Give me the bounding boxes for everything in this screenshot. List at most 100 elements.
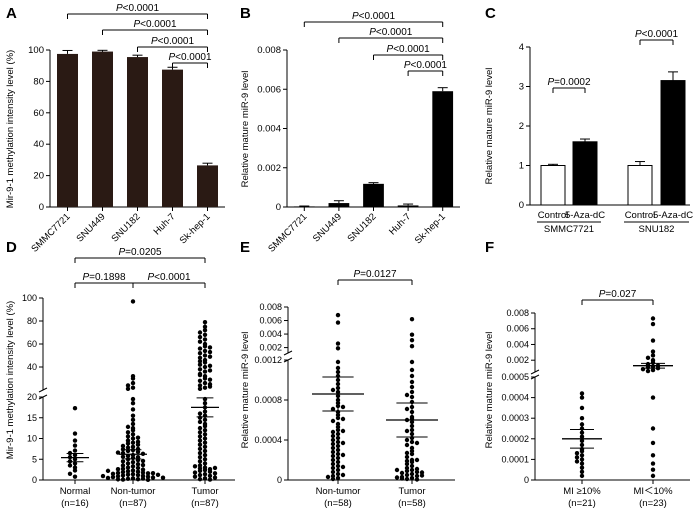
data-point-D-Tumor	[197, 430, 203, 435]
data-point-E-Tumor	[414, 473, 420, 479]
data-point-D-Tumor	[202, 436, 208, 441]
data-point-D-Tumor	[202, 369, 208, 374]
y-tick-label-D: 60	[27, 339, 37, 349]
x-tick-label-A: Sk-hep-1	[178, 211, 213, 246]
data-point-D-Non-tumor	[130, 421, 136, 427]
y-tick-label-D: 80	[27, 316, 37, 326]
data-point-E-Non-tumor	[330, 441, 336, 447]
data-point-E-Non-tumor	[330, 465, 336, 471]
data-point-D-Non-tumor	[130, 471, 136, 477]
data-point-E-Tumor	[404, 406, 410, 412]
y-tick-label-E: 0.002	[259, 343, 282, 353]
data-point-D-Tumor	[202, 471, 208, 477]
data-point-D-Non-tumor	[130, 432, 136, 437]
data-point-D-Non-tumor	[120, 447, 126, 452]
data-point-E-Non-tumor	[335, 346, 341, 351]
data-point-D-Non-tumor	[140, 476, 146, 481]
data-point-F-MI＜10%	[650, 426, 656, 431]
axis-break-E	[283, 350, 293, 356]
data-point-D-Tumor	[202, 376, 208, 381]
group-label-C: SMMC7721	[544, 224, 594, 235]
comparison-C-0-label: P=0.0002	[547, 77, 591, 88]
data-point-F-MI ≥10%	[579, 416, 585, 421]
data-point-D-Non-tumor	[130, 407, 136, 412]
y-tick-label-A: 20	[33, 171, 44, 182]
x-tick-label-D: Tumor	[191, 486, 218, 497]
data-point-E-Tumor	[394, 475, 400, 480]
data-point-E-Non-tumor	[340, 464, 346, 470]
data-point-D-Tumor	[202, 432, 208, 437]
data-point-D-Tumor	[202, 364, 208, 370]
data-point-D-Tumor	[202, 360, 208, 365]
data-point-F-MI ≥10%	[574, 459, 580, 464]
data-point-D-Tumor	[197, 355, 203, 360]
data-point-F-MI ≥10%	[579, 461, 585, 466]
data-point-D-Normal	[72, 461, 78, 466]
data-point-D-Tumor	[202, 344, 208, 349]
data-point-D-Tumor	[197, 450, 203, 456]
group-n-label-D: (n=87)	[191, 498, 219, 509]
data-point-D-Non-tumor	[130, 459, 136, 465]
data-point-D-Tumor	[197, 378, 203, 383]
data-point-F-MI＜10%	[650, 453, 656, 458]
data-point-E-Tumor	[399, 476, 405, 481]
data-point-D-Non-tumor	[115, 470, 121, 476]
y-tick-label-A: 40	[33, 139, 44, 150]
data-point-D-Normal	[72, 468, 78, 473]
data-point-F-MI＜10%	[650, 467, 656, 472]
bar-B-SNU182	[363, 183, 384, 207]
data-point-D-Non-tumor	[130, 464, 136, 469]
data-point-E-Tumor	[409, 344, 415, 349]
data-point-E-Tumor	[409, 337, 415, 343]
data-point-D-Non-tumor	[135, 439, 141, 445]
data-point-E-Non-tumor	[335, 369, 341, 375]
x-tick-label-B: SNU182	[345, 211, 378, 244]
data-point-D-Tumor	[212, 471, 218, 476]
x-tick-label-C: Control	[538, 210, 569, 221]
data-point-E-Non-tumor	[335, 359, 341, 365]
data-point-F-MI ≥10%	[574, 451, 580, 456]
y-tick-label-D: 0	[32, 475, 37, 485]
comparison-A-3-label: P<0.0001	[168, 52, 212, 63]
data-point-E-Non-tumor	[335, 459, 341, 465]
y-tick-label-B: 0.008	[257, 45, 281, 56]
data-point-F-MI＜10%	[650, 316, 656, 321]
data-point-D-Tumor	[207, 473, 213, 479]
data-point-D-Non-tumor	[130, 440, 136, 445]
data-point-D-Tumor	[197, 434, 203, 439]
data-point-D-Tumor	[197, 438, 203, 443]
data-point-D-Tumor	[202, 353, 208, 358]
bar-C-SMMC7721-5-Aza-dC	[572, 141, 598, 206]
data-point-E-Non-tumor	[330, 433, 336, 439]
data-point-D-Tumor	[197, 476, 203, 482]
data-point-D-Non-tumor	[125, 469, 131, 474]
data-point-F-MI ≥10%	[579, 422, 585, 427]
data-point-D-Non-tumor	[120, 459, 126, 464]
data-point-E-Tumor	[404, 472, 410, 478]
y-tick-label-C: 4	[519, 42, 524, 53]
data-point-E-Tumor	[404, 458, 410, 464]
data-point-D-Non-tumor	[130, 396, 136, 402]
data-point-E-Tumor	[409, 475, 415, 481]
bar-C-SNU182-5-Aza-dC	[660, 80, 686, 206]
comparison-B-2-label: P<0.0001	[387, 44, 431, 55]
data-point-D-Tumor	[202, 348, 208, 354]
bar-B-Huh-7	[397, 205, 419, 207]
data-point-D-Non-tumor	[135, 476, 141, 482]
data-point-D-Non-tumor	[125, 424, 131, 430]
data-point-D-Tumor	[202, 337, 208, 342]
y-tick-label-E: 0.006	[259, 316, 282, 326]
data-point-F-MI ≥10%	[574, 455, 580, 460]
y-tick-label-B: 0.004	[257, 124, 281, 135]
data-point-D-Non-tumor	[140, 470, 146, 475]
data-point-E-Tumor	[409, 332, 415, 337]
x-tick-label-F: MI＜10%	[633, 486, 673, 497]
data-point-D-Non-tumor	[135, 449, 141, 454]
x-tick-label-A: SMMC7721	[29, 211, 72, 254]
axis-break-D	[38, 387, 48, 393]
y-tick-label-E: 0.008	[259, 302, 282, 312]
y-tick-label-F: 0.0002	[501, 434, 529, 444]
bar-A-SNU182	[127, 57, 148, 207]
data-point-D-Tumor	[212, 475, 218, 480]
comparison-A-1-label: P<0.0001	[133, 19, 177, 30]
